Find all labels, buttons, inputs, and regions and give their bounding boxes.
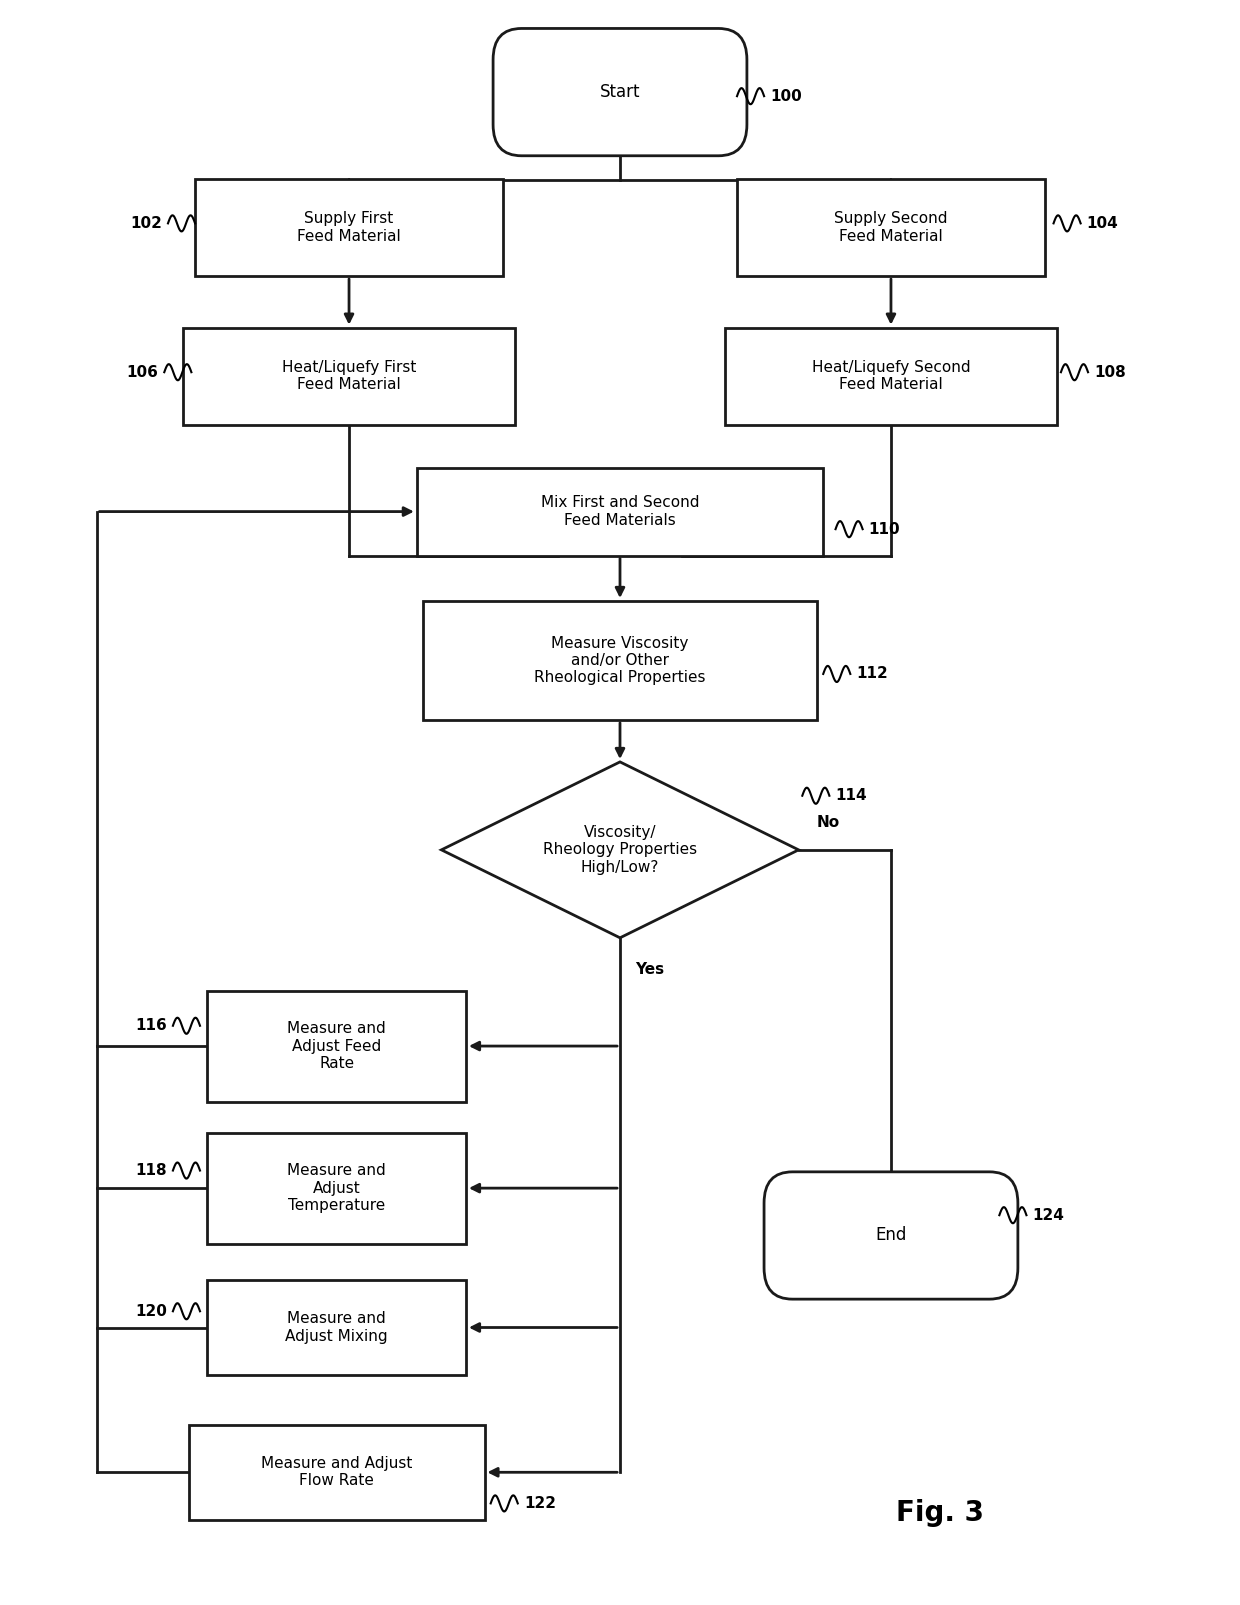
Text: Supply Second
Feed Material: Supply Second Feed Material bbox=[835, 212, 947, 244]
Text: Measure Viscosity
and/or Other
Rheological Properties: Measure Viscosity and/or Other Rheologic… bbox=[534, 636, 706, 685]
Text: Measure and
Adjust Mixing: Measure and Adjust Mixing bbox=[285, 1311, 388, 1343]
FancyBboxPatch shape bbox=[423, 600, 817, 721]
Text: Mix First and Second
Feed Materials: Mix First and Second Feed Materials bbox=[541, 496, 699, 528]
Text: 118: 118 bbox=[135, 1164, 166, 1178]
Text: Heat/Liquefy Second
Feed Material: Heat/Liquefy Second Feed Material bbox=[812, 360, 970, 393]
Text: Supply First
Feed Material: Supply First Feed Material bbox=[298, 212, 401, 244]
Text: 100: 100 bbox=[770, 88, 802, 104]
FancyBboxPatch shape bbox=[207, 1133, 466, 1244]
Text: 106: 106 bbox=[126, 364, 159, 380]
FancyBboxPatch shape bbox=[207, 990, 466, 1101]
Text: 120: 120 bbox=[135, 1303, 166, 1319]
Text: 102: 102 bbox=[130, 215, 161, 231]
FancyBboxPatch shape bbox=[207, 1281, 466, 1375]
FancyBboxPatch shape bbox=[188, 1425, 485, 1520]
FancyBboxPatch shape bbox=[494, 29, 746, 156]
Text: 122: 122 bbox=[525, 1496, 556, 1510]
Polygon shape bbox=[441, 762, 799, 937]
Text: Measure and
Adjust Feed
Rate: Measure and Adjust Feed Rate bbox=[288, 1021, 386, 1071]
Text: 114: 114 bbox=[836, 788, 867, 802]
FancyBboxPatch shape bbox=[417, 467, 823, 555]
Text: Start: Start bbox=[600, 83, 640, 101]
Text: End: End bbox=[875, 1226, 906, 1244]
FancyBboxPatch shape bbox=[764, 1172, 1018, 1298]
Text: 124: 124 bbox=[1033, 1207, 1064, 1223]
Text: Heat/Liquefy First
Feed Material: Heat/Liquefy First Feed Material bbox=[281, 360, 417, 393]
Text: 112: 112 bbox=[857, 666, 888, 682]
Text: 104: 104 bbox=[1086, 215, 1118, 231]
FancyBboxPatch shape bbox=[724, 327, 1058, 425]
Text: Measure and Adjust
Flow Rate: Measure and Adjust Flow Rate bbox=[262, 1456, 413, 1488]
Text: 110: 110 bbox=[869, 522, 900, 536]
Text: Yes: Yes bbox=[635, 961, 663, 977]
FancyBboxPatch shape bbox=[195, 178, 503, 276]
FancyBboxPatch shape bbox=[737, 178, 1045, 276]
Text: 116: 116 bbox=[135, 1018, 166, 1034]
Text: Fig. 3: Fig. 3 bbox=[897, 1499, 985, 1526]
Text: Measure and
Adjust
Temperature: Measure and Adjust Temperature bbox=[288, 1164, 386, 1213]
Text: No: No bbox=[817, 815, 841, 830]
Text: 108: 108 bbox=[1094, 364, 1126, 380]
FancyBboxPatch shape bbox=[182, 327, 516, 425]
Text: Viscosity/
Rheology Properties
High/Low?: Viscosity/ Rheology Properties High/Low? bbox=[543, 825, 697, 875]
